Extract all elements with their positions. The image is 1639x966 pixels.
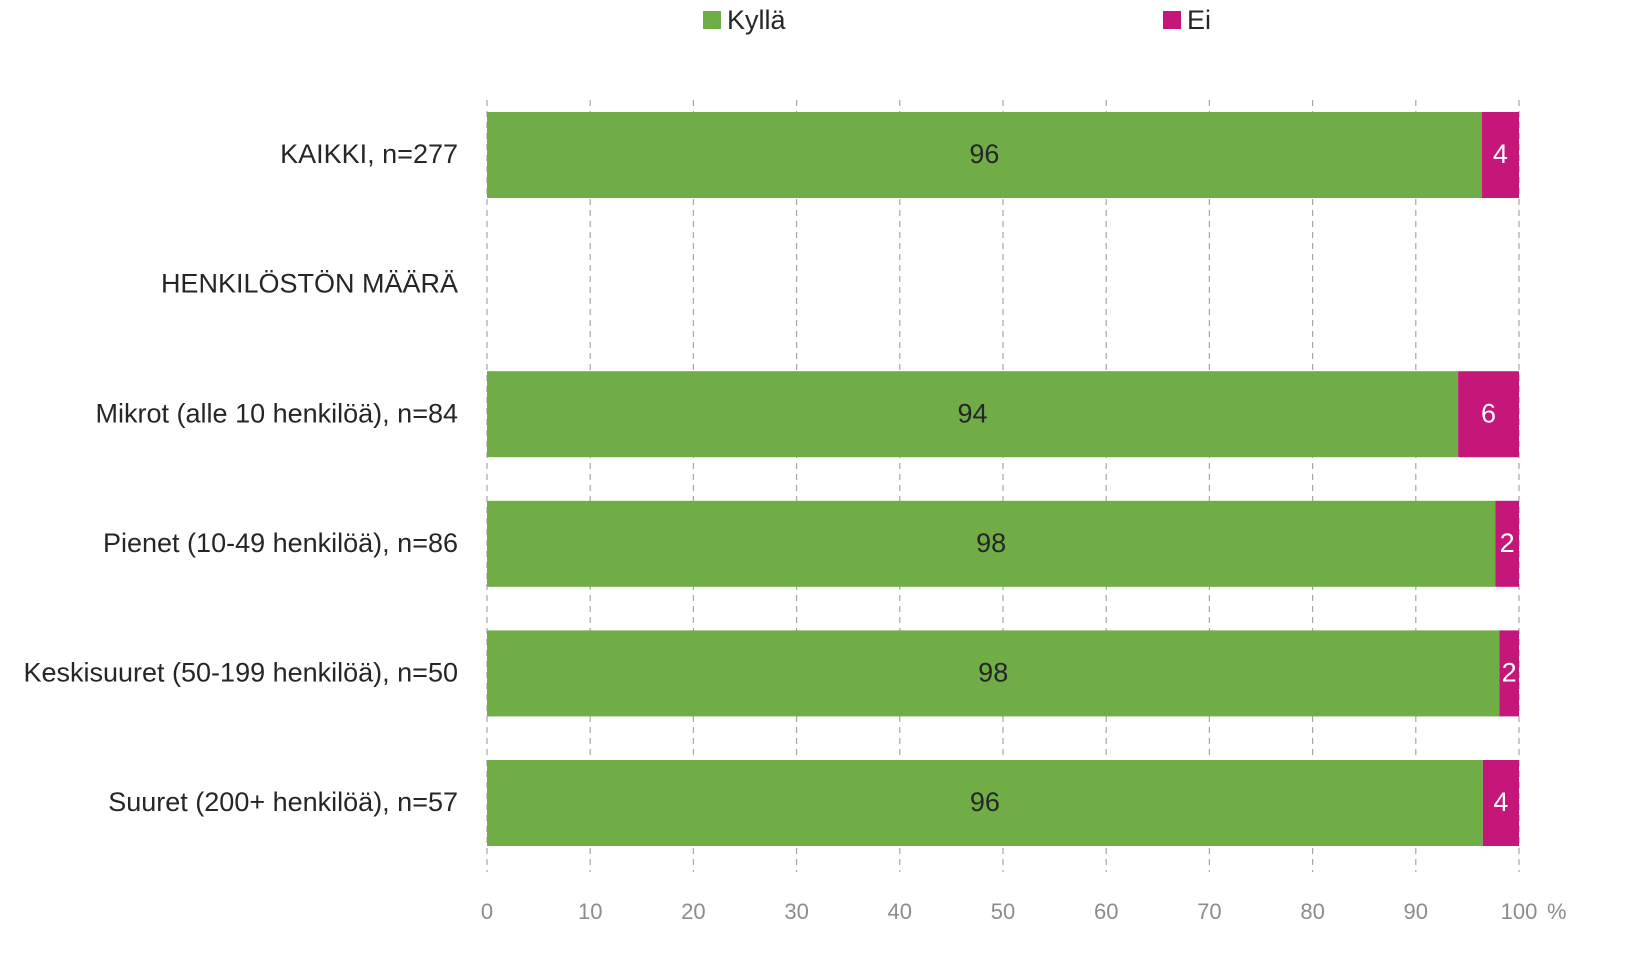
bars: 96 4 94 6 98 2 98 2 96 4	[487, 112, 1519, 846]
data-label: 2	[1502, 658, 1517, 688]
data-label: 94	[958, 398, 988, 428]
bar-ei-3	[1495, 500, 1519, 587]
data-label: 96	[970, 787, 1000, 817]
category-label: HENKILÖSTÖN MÄÄRÄ	[161, 269, 458, 299]
category-label: Keskisuuret (50-199 henkilöä), n=50	[23, 658, 458, 688]
bar-kyllä-0	[487, 112, 1482, 198]
x-tick-label: 20	[681, 899, 705, 924]
x-axis-unit: %	[1547, 899, 1567, 924]
category-label: KAIKKI, n=277	[280, 139, 458, 169]
category-label: Pienet (10-49 henkilöä), n=86	[103, 528, 458, 558]
x-tick-label: 30	[784, 899, 808, 924]
data-label: 98	[978, 658, 1008, 688]
bar-kyllä-3	[487, 500, 1496, 587]
category-labels: KAIKKI, n=277 HENKILÖSTÖN MÄÄRÄ Mikrot (al…	[23, 139, 458, 817]
x-tick-label: 90	[1404, 899, 1428, 924]
legend-swatch-kyllä	[703, 11, 721, 29]
category-label: Suuret (200+ henkilöä), n=57	[108, 787, 458, 817]
legend-label: Ei	[1187, 5, 1211, 35]
data-label: 98	[976, 528, 1006, 558]
x-tick-label: 50	[991, 899, 1015, 924]
x-tick-label: 60	[1094, 899, 1118, 924]
data-label: 4	[1493, 139, 1508, 169]
bar-ei-5	[1482, 760, 1519, 846]
x-axis-tick-labels: 0 10 20 30 40 50 60 70 80 90 100%	[481, 899, 1567, 924]
x-tick-label: 70	[1197, 899, 1221, 924]
bar-ei-2	[1458, 371, 1519, 458]
x-tick-label: 80	[1300, 899, 1324, 924]
gridlines	[486, 100, 1520, 872]
bar-kyllä-2	[487, 371, 1459, 458]
bar-ei-0	[1481, 112, 1519, 198]
category-label: Mikrot (alle 10 henkilöä), n=84	[96, 398, 458, 428]
bar-kyllä-4	[487, 630, 1500, 717]
x-tick-label: 100	[1501, 899, 1538, 924]
x-tick-label: 0	[481, 899, 493, 924]
bar-ei-4	[1499, 630, 1519, 717]
legend: Kyllä Ei	[703, 5, 1211, 35]
data-label: 6	[1481, 398, 1496, 428]
data-label: 4	[1493, 787, 1508, 817]
legend-swatch-ei	[1163, 11, 1181, 29]
data-label: 2	[1500, 528, 1515, 558]
x-tick-label: 10	[578, 899, 602, 924]
data-label: 96	[969, 139, 999, 169]
x-tick-label: 40	[888, 899, 912, 924]
legend-label: Kyllä	[727, 5, 787, 35]
bar-kyllä-5	[487, 760, 1483, 846]
